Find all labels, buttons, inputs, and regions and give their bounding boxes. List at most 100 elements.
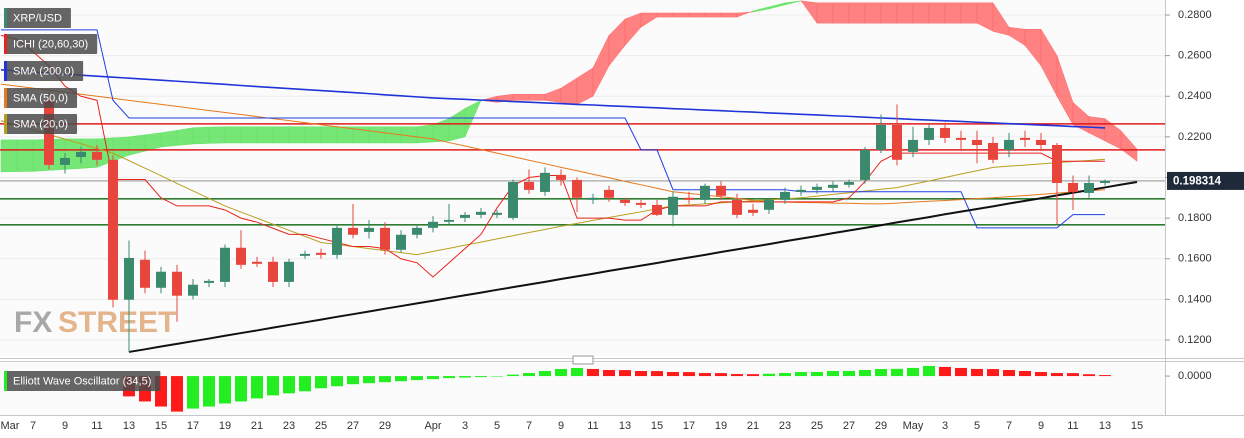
ichimoku-cloud [1120, 130, 1138, 162]
oscillator-bar [395, 376, 407, 382]
candle-body [700, 185, 710, 200]
oscillator-bar [235, 376, 247, 402]
ichimoku-cloud [864, 2, 882, 24]
candle-body [364, 227, 374, 232]
watermark-fx: FX [14, 306, 52, 339]
ichimoku-cloud [688, 12, 706, 18]
oscillator-bar [635, 371, 647, 377]
ichimoku-cloud [160, 130, 178, 148]
x-tick-label: 15 [651, 420, 663, 432]
legend-label: SMA (200,0) [13, 65, 74, 77]
ichimoku-cloud [880, 2, 898, 24]
candle-body [620, 199, 630, 203]
legend-swatch [4, 371, 7, 391]
x-tick-label: 3 [462, 420, 468, 432]
oscillator-bar [171, 376, 183, 412]
candle-body [1020, 137, 1030, 140]
oscillator-bar [827, 371, 839, 377]
ichimoku-cloud [240, 126, 258, 144]
candle-body [540, 172, 550, 192]
legend-box [4, 114, 78, 134]
x-tick-label: 27 [347, 420, 359, 432]
oscillator-bar [347, 376, 359, 385]
candle-body [348, 227, 358, 235]
oscillator-bar [699, 373, 711, 377]
y-tick-label: 0.2400 [1178, 90, 1212, 102]
candle-body [908, 139, 918, 152]
oscillator-bar [571, 367, 583, 377]
trend-line [128, 180, 1138, 353]
oscillator-bar [363, 376, 375, 384]
legend-swatch [4, 61, 7, 81]
oscillator-bar [1035, 372, 1047, 377]
candle-body [300, 253, 310, 256]
oscillator-bar [651, 371, 663, 377]
oscillator-bar [1083, 374, 1095, 377]
candle-body [76, 151, 86, 157]
legend-label: SMA (50,0) [13, 92, 68, 104]
legend-box [4, 34, 98, 54]
ichimoku-cloud [464, 99, 482, 137]
x-tick-label: 9 [558, 420, 564, 432]
ichimoku-cloud [288, 126, 306, 144]
oscillator-bar [619, 370, 631, 377]
candle-body [636, 202, 646, 205]
x-tick-label: 27 [843, 420, 855, 432]
x-tick-label: 13 [123, 420, 135, 432]
oscillator-bar [811, 371, 823, 377]
y-tick-label: 0.1400 [1178, 293, 1212, 305]
candle-body [1004, 139, 1014, 150]
oscillator-bar [1019, 371, 1031, 377]
x-tick-label: 9 [62, 420, 68, 432]
candle-body [860, 149, 870, 180]
oscillator-bar [795, 372, 807, 377]
oscillator-bar [875, 368, 887, 377]
x-tick-label: 5 [494, 420, 500, 432]
oscillator-bar [475, 376, 487, 378]
oscillator-bar [683, 372, 695, 377]
legend-swatch [4, 114, 7, 134]
ichimoku-cloud [320, 126, 338, 144]
ichimoku-cloud [416, 124, 434, 144]
oscillator-bar [731, 374, 743, 377]
candle-body [940, 127, 950, 138]
ichimoku-cloud [896, 2, 914, 24]
sma-line [0, 120, 1106, 256]
x-tick-label: 11 [91, 420, 102, 432]
candle-body [876, 124, 886, 150]
candle-body [588, 197, 598, 200]
candle-body [780, 191, 790, 200]
ichimoku-cloud [784, 0, 802, 6]
oscillator-bar [443, 376, 455, 379]
ichimoku-cloud [224, 126, 242, 144]
ichimoku-cloud [272, 126, 290, 144]
x-tick-label: 7 [1006, 420, 1012, 432]
candle-body [284, 261, 294, 282]
oscillator-bar [267, 376, 279, 396]
candle-body [476, 211, 486, 215]
legend: XRP/USD ICHI (20,60,30) SMA (200,0) SMA (50… [4, 8, 161, 391]
ichimoku-cloud [656, 12, 674, 18]
oscillator-bar [859, 369, 871, 377]
y-tick-label: 0.1200 [1178, 334, 1212, 346]
legend-label: Elliott Wave Oscillator (34,5) [13, 375, 151, 387]
sma-line [0, 83, 1106, 205]
y-tick-label: 0.2600 [1178, 50, 1212, 62]
ichimoku-cloud [192, 126, 210, 145]
candle-body [508, 181, 518, 218]
legend-swatch [4, 8, 7, 28]
oscillator-bar [459, 376, 471, 378]
candle-body [572, 179, 582, 198]
x-tick-label: 23 [283, 420, 295, 432]
x-tick-label: 29 [875, 420, 887, 432]
legend-box [4, 371, 161, 391]
ichimoku-cloud [528, 93, 546, 101]
oscillator-bar [523, 373, 535, 377]
resize-handle[interactable] [572, 355, 594, 365]
oscillator-bar [747, 374, 759, 377]
y-tick-label: 0.0000 [1178, 370, 1212, 382]
ichimoku-cloud [176, 127, 194, 146]
price-plot [0, 0, 1165, 353]
x-tick-label: 15 [155, 420, 167, 432]
